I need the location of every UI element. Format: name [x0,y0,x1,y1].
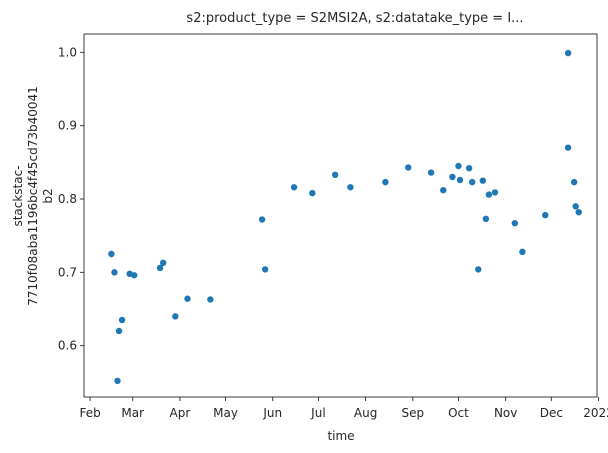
data-points [108,49,582,385]
x-tick-label: Aug [354,406,377,420]
x-tick-label: Jul [310,406,325,420]
data-point [115,327,123,335]
x-tick-label: Jun [262,406,282,420]
data-point [542,211,549,219]
data-point [309,189,316,197]
y-tick-label: 0.8 [58,192,77,206]
x-tick-label: Mar [121,406,144,420]
y-tick-label: 1.0 [58,45,77,59]
x-tick-label: Dec [540,406,563,420]
x-axis-label: time [327,429,354,443]
data-point [331,171,339,178]
y-axis-label-line-1: stackstac- [11,165,25,226]
data-point [258,216,266,223]
y-axis-label-line-2: 7710f08aba1196bc4f45cd73b40041 [26,86,40,306]
y-tick-label: 0.6 [58,339,77,353]
x-tick-label: Apr [170,406,191,420]
data-point [572,203,579,210]
data-point [261,266,269,273]
data-point [108,250,115,258]
data-point [172,313,179,320]
data-point [131,272,138,279]
x-tick-label: Nov [494,406,517,420]
data-point [564,49,572,57]
data-point [456,176,464,184]
data-point [491,189,499,196]
data-point [207,296,214,303]
x-tick-label: Oct [448,406,469,420]
y-tick-label: 0.9 [58,119,77,133]
x-axis-ticks: Feb Mar Apr May Jun Jul Aug Sep Oct Nov Dec 2022 [79,397,608,420]
data-point [159,259,167,266]
plot-area [83,33,598,398]
data-point [382,178,389,186]
data-point [479,177,487,184]
data-point [440,187,447,194]
data-point [465,165,473,172]
data-point [449,173,456,181]
x-tick-label: Sep [401,406,424,420]
data-point [184,295,191,302]
data-point [475,266,482,273]
data-point [156,264,164,272]
x-tick-label: Feb [79,406,100,420]
data-point [114,377,121,385]
data-point [111,269,118,276]
y-tick-label: 0.7 [58,265,77,279]
x-tick-label: 2022 [583,406,608,420]
data-point [468,178,476,186]
data-point [290,184,298,191]
y-axis-label-line-3: b2 [41,188,55,203]
data-point [575,209,582,216]
data-point [405,164,412,171]
data-point [455,162,462,170]
data-point [427,169,435,176]
data-point [519,248,526,255]
x-tick-label: May [213,406,238,420]
data-point [511,220,518,227]
data-point [485,191,493,198]
data-point [482,215,490,222]
data-point [564,144,572,151]
plot-frame [83,33,598,398]
data-point [347,184,354,191]
data-point [118,316,126,324]
chart-title: s2:product_type = S2MSI2A, s2:datatake_t… [186,11,523,26]
data-point [570,178,578,186]
y-axis-ticks: 0.6 0.7 0.8 0.9 1.0 [58,45,84,353]
